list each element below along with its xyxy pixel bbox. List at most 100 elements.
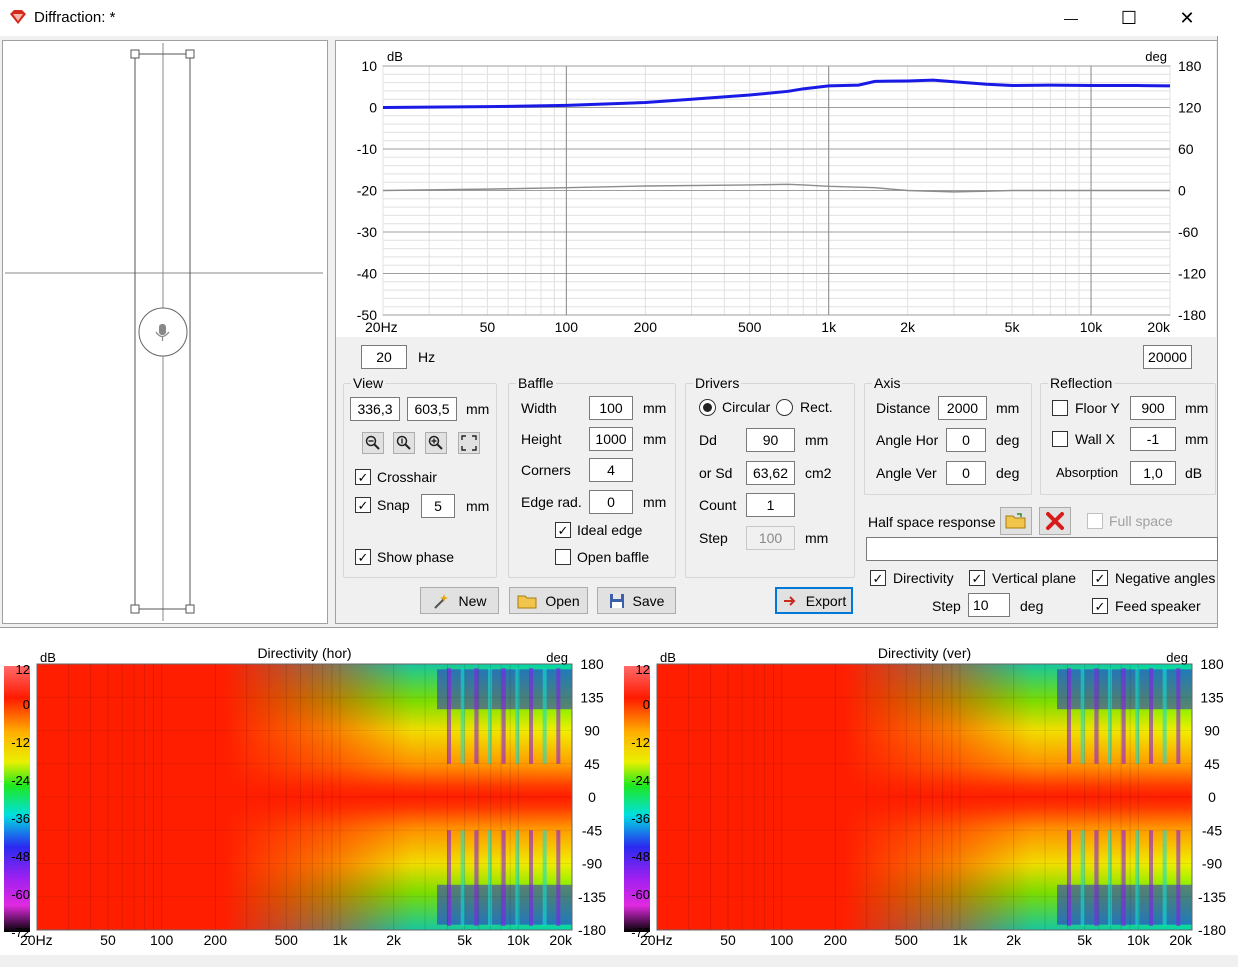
minimize-button[interactable]: — [1042,0,1100,36]
x-tick-label: 5k [457,932,473,948]
sd-input[interactable]: 63,62 [746,461,795,485]
zoom-in-button[interactable] [425,432,447,454]
dd-input[interactable]: 90 [746,428,795,452]
folder-icon [1005,513,1026,529]
driver-step-input[interactable]: 100 [746,526,795,550]
dir-step-input[interactable]: 10 [968,593,1010,617]
snap-input[interactable]: 5 [421,494,455,518]
fmin-input[interactable]: 20 [361,345,407,369]
view-x-field[interactable]: 336,3 [350,397,400,421]
angle-ver-input[interactable]: 0 [946,461,986,485]
resize-handle [185,49,195,59]
scale-tick-label: -48 [11,849,30,864]
zoom-out-button[interactable] [362,432,384,454]
view-group-title: View [351,375,386,391]
heatmap-hf-streak [1067,830,1072,926]
floor-input[interactable]: 900 [1130,396,1176,420]
delete-x-icon [1046,512,1064,530]
absorption-input[interactable]: 1,0 [1130,461,1176,485]
x-tick-label: 50 [480,319,496,335]
axis-group-title: Axis [872,375,903,391]
scale-tick-label: 12 [636,662,650,677]
zoom-reset-button[interactable] [393,432,415,454]
folder-icon [517,595,537,608]
new-button[interactable]: New [420,587,499,614]
rect-radio[interactable] [776,399,793,416]
show-phase-checkbox[interactable]: ✓ [355,549,371,565]
full-space-checkbox[interactable] [1087,513,1103,529]
heatmap-hf-streak [1121,668,1126,764]
baffle-view-canvas[interactable] [2,40,328,624]
vertical-plane-checkbox[interactable]: ✓ [969,570,985,586]
edge-radius-input[interactable]: 0 [589,490,633,514]
export-button[interactable]: Export [775,587,853,614]
title-bar[interactable]: Diffraction: * — ☐ ✕ [0,0,1218,36]
heatmap-hf-streak [488,830,493,926]
open-button-label: Open [545,592,580,609]
y2-tick-label: -60 [1178,224,1198,240]
wall-label: Wall X [1075,431,1115,447]
magnitude-curve [382,78,1171,109]
baffle-outline [134,53,191,610]
x-tick-label: 10k [507,932,531,948]
show-phase-label: Show phase [377,549,455,565]
heatmap-hf-streak [515,668,520,764]
negative-angles-checkbox[interactable]: ✓ [1092,570,1108,586]
circular-radio[interactable] [699,399,716,416]
ideal-edge-checkbox[interactable]: ✓ [555,522,571,538]
angle-tick-label: 0 [1208,789,1216,805]
baffle-height-input[interactable]: 1000 [589,427,633,451]
baffle-width-input[interactable]: 100 [589,396,633,420]
step-label: Step [699,530,728,546]
angle-tick-label: 90 [584,723,600,739]
y-tick-label: -20 [357,183,377,199]
crosshair-checkbox[interactable]: ✓ [355,469,371,485]
distance-input[interactable]: 2000 [938,396,987,420]
ideal-edge-label: Ideal edge [577,522,643,538]
magic-wand-icon [434,593,449,609]
distance-unit: mm [996,400,1020,416]
heatmap-db-unit: dB [660,650,676,665]
open-folder-button[interactable] [1000,507,1032,535]
fit-view-button[interactable] [458,432,480,454]
directivity-checkbox[interactable]: ✓ [870,570,886,586]
directivity-ver-panel: 12 0 -12 -24 -36 -48 -60 -72 Directivity (ver) dB… [620,630,1238,955]
y2-tick-label: 0 [1178,183,1186,199]
x-tick-label: 5k [1077,932,1093,948]
angle-tick-label: -135 [578,889,606,905]
close-icon: ✕ [1179,7,1195,28]
open-button[interactable]: Open [509,587,588,614]
clear-button[interactable] [1039,507,1071,535]
open-baffle-label: Open baffle [577,549,650,565]
wall-checkbox[interactable] [1052,431,1068,447]
fit-icon [461,435,477,451]
baffle-group [508,383,676,578]
open-baffle-checkbox[interactable] [555,549,571,565]
microphone-icon [155,324,170,341]
floor-checkbox[interactable] [1052,400,1068,416]
feed-speaker-checkbox[interactable]: ✓ [1092,598,1108,614]
resize-handle [130,604,140,614]
directivity-hor-panel: 12 0 -12 -24 -36 -48 -60 -72 Directivity (hor) dB… [0,630,612,955]
sd-label: or Sd [699,465,733,481]
y-tick-label: -10 [357,141,377,157]
snap-checkbox[interactable]: ✓ [355,497,371,513]
fmax-input[interactable]: 20000 [1143,345,1192,369]
save-button[interactable]: Save [597,587,676,614]
corners-input[interactable]: 4 [589,458,633,482]
view-y-field[interactable]: 603,5 [407,397,457,421]
half-space-path-input[interactable] [866,537,1218,561]
heatmap-hf-streak [556,668,561,764]
scale-tick-label: -36 [11,811,30,826]
angle-tick-label: 0 [588,789,596,805]
angle-hor-input[interactable]: 0 [946,428,986,452]
wall-unit: mm [1185,431,1209,447]
scale-tick-label: -72 [11,925,30,940]
maximize-button[interactable]: ☐ [1100,0,1158,36]
wall-input[interactable]: -1 [1130,427,1176,451]
new-button-label: New [458,592,487,609]
angle-tick-label: -90 [1202,856,1222,872]
close-button[interactable]: ✕ [1158,0,1216,36]
count-input[interactable]: 1 [746,493,795,517]
dir-step-unit: deg [1020,598,1044,614]
